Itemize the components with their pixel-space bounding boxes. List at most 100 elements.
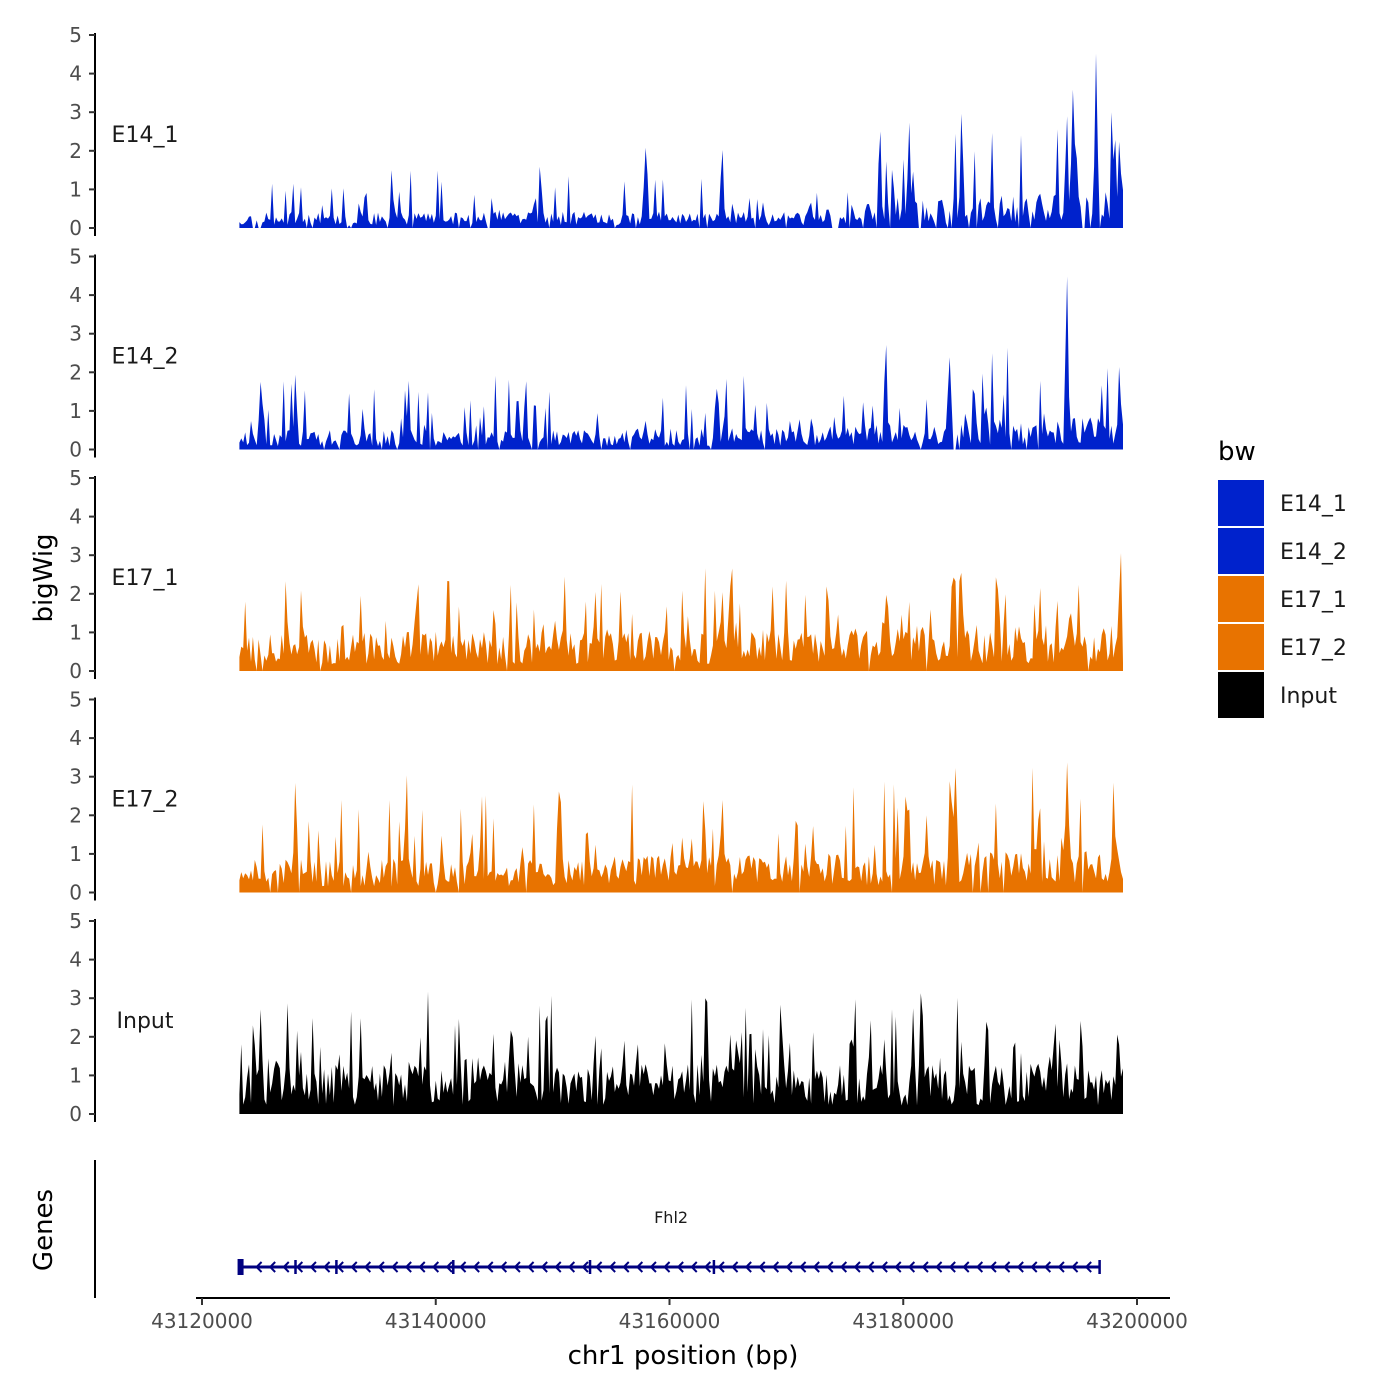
y-tick-label: 1: [69, 1063, 82, 1087]
legend-label: E14_1: [1280, 492, 1347, 517]
gene-strand-chevron: [540, 1261, 548, 1273]
y-tick-label: 3: [69, 100, 82, 124]
gene-strand-chevron: [853, 1261, 861, 1273]
gene-strand-chevron: [499, 1261, 508, 1273]
legend: E14_1 E14_2 E17_1 E17_2 Input: [1218, 480, 1347, 718]
gene-exon: [452, 1260, 455, 1274]
gene-exon: [335, 1260, 338, 1274]
legend-swatch: [1218, 672, 1264, 718]
y-tick-label: 5: [69, 909, 82, 933]
y-tick-label: 2: [69, 803, 82, 827]
gene-strand-chevron: [295, 1261, 304, 1273]
gene-strand-chevron: [431, 1261, 440, 1273]
y-tick-label: 0: [69, 659, 82, 683]
gene-strand-chevron: [255, 1261, 263, 1273]
x-tick-label: 43120000: [151, 1309, 253, 1333]
gene-strand-chevron: [377, 1261, 385, 1273]
y-tick-label: 4: [69, 62, 82, 86]
y-tick-label: 0: [69, 881, 82, 905]
legend-label: E17_1: [1280, 588, 1347, 613]
y-tick-label: 1: [69, 842, 82, 866]
gene-strand-chevron: [921, 1261, 929, 1273]
gene-strand-chevron: [459, 1261, 467, 1273]
legend-item-e14-1: E14_1: [1218, 480, 1347, 526]
gene-exon: [1098, 1260, 1101, 1274]
signal-tracks: 0 1 2 3 4 5 E14_1 0 1 2 3 4 5 E14_2 0 1 2 3 4 5 E17_1 0 1 2 3 4 5 E…: [69, 23, 1123, 1126]
gene-strand-chevron: [1057, 1261, 1065, 1273]
y-tick-label: 3: [69, 986, 82, 1010]
gene-name-fhl2: Fhl2: [654, 1208, 688, 1227]
track-e14-1: 0 1 2 3 4 5 E14_1: [69, 23, 1123, 240]
gene-strand-chevron: [622, 1261, 630, 1273]
gene-strand-chevron: [635, 1261, 644, 1273]
track-label-e17-1: E17_1: [112, 566, 179, 591]
y-tick-label: 0: [69, 1102, 82, 1126]
gene-strand-chevron: [758, 1261, 766, 1273]
gene-strand-chevron: [527, 1261, 535, 1273]
y-tick-label: 2: [69, 139, 82, 163]
y-tick-label: 3: [69, 765, 82, 789]
y-tick-label: 0: [69, 438, 82, 462]
gene-strand-chevron: [268, 1261, 276, 1273]
signal-area-e14-2: [239, 276, 1123, 450]
gene-exon: [588, 1260, 592, 1274]
gene-track: Fhl2: [94, 1160, 1101, 1298]
gene-strand-chevron: [703, 1261, 712, 1273]
gene-strand-chevron: [731, 1261, 739, 1273]
signal-area-e17-2: [239, 762, 1123, 893]
legend-swatch: [1218, 528, 1264, 574]
legend-item-e17-1: E17_1: [1218, 576, 1347, 622]
gene-strand-chevron: [826, 1261, 834, 1273]
gene-strand-chevron: [690, 1261, 698, 1273]
x-axis: 43120000 43140000 43160000 43180000 43200000: [151, 1297, 1188, 1333]
x-tick-label: 43200000: [1086, 1309, 1188, 1333]
gene-strand-chevron: [608, 1261, 616, 1273]
y-tick-label: 4: [69, 505, 82, 529]
track-e17-2: 0 1 2 3 4 5 E17_2: [69, 688, 1123, 905]
gene-strand-chevron: [513, 1261, 521, 1273]
gene-strand-chevron: [282, 1261, 290, 1273]
gene-strand-chevron: [771, 1261, 780, 1273]
legend-label: E14_2: [1280, 540, 1347, 565]
legend-title: bw: [1218, 437, 1256, 467]
y-tick-label: 4: [69, 726, 82, 750]
y-tick-label: 4: [69, 283, 82, 307]
legend-item-input: Input: [1218, 672, 1337, 718]
x-axis-title: chr1 position (bp): [568, 1341, 799, 1371]
gene-strand-chevron: [554, 1261, 562, 1273]
gene-strand-chevron: [595, 1261, 603, 1273]
track-label-e14-2: E14_2: [112, 345, 179, 370]
track-label-input: Input: [117, 1009, 174, 1034]
signal-area-input: [239, 991, 1123, 1114]
gene-strand-chevron: [350, 1261, 358, 1273]
gene-strand-chevron: [880, 1261, 888, 1273]
gene-strand-chevron: [907, 1261, 916, 1273]
gene-strand-chevron: [336, 1261, 344, 1273]
legend-item-e14-2: E14_2: [1218, 528, 1347, 574]
gene-strand-chevron: [649, 1261, 657, 1273]
track-label-e17-2: E17_2: [112, 788, 179, 813]
gene-strand-chevron: [581, 1261, 589, 1273]
track-e14-2: 0 1 2 3 4 5 E14_2: [69, 245, 1123, 462]
signal-area-e14-1: [239, 53, 1123, 228]
gene-strand-chevron: [404, 1261, 412, 1273]
y-tick-label: 5: [69, 466, 82, 490]
track-input: 0 1 2 3 4 5 Input: [69, 909, 1123, 1126]
y-tick-label: 1: [69, 399, 82, 423]
gene-strand-chevron: [567, 1261, 576, 1273]
y-tick-label: 5: [69, 688, 82, 712]
legend-swatch: [1218, 576, 1264, 622]
gene-strand-chevron: [975, 1261, 984, 1273]
gene-strand-chevron: [663, 1261, 671, 1273]
gene-strand-chevron: [1016, 1261, 1024, 1273]
genes-axis-title: Genes: [29, 1189, 59, 1271]
track-e17-1: 0 1 2 3 4 5 E17_1: [69, 466, 1123, 683]
legend-label: Input: [1280, 684, 1337, 709]
gene-strand-chevron: [867, 1261, 875, 1273]
gene-strand-chevron: [894, 1261, 902, 1273]
gene-fhl2: Fhl2: [237, 1208, 1101, 1275]
y-tick-label: 5: [69, 23, 82, 47]
gene-strand-chevron: [935, 1261, 943, 1273]
x-tick-label: 43180000: [852, 1309, 954, 1333]
